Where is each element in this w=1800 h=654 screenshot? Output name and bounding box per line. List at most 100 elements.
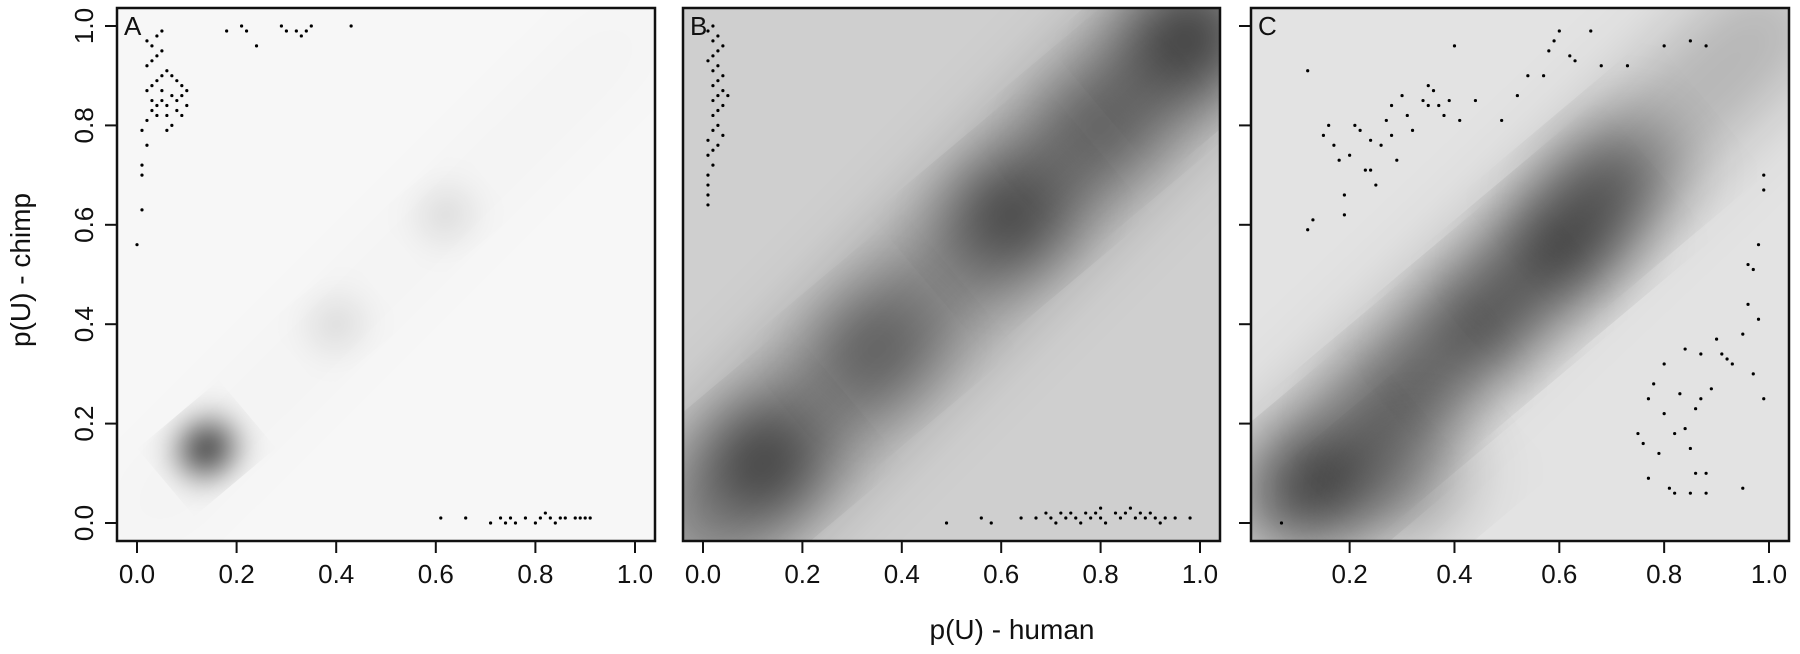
y-tick-label: 0.4 bbox=[69, 306, 99, 342]
data-point bbox=[1636, 431, 1640, 436]
data-point bbox=[1756, 317, 1761, 321]
data-point bbox=[706, 59, 710, 63]
x-tick-label: 0.0 bbox=[685, 559, 721, 589]
data-point bbox=[1625, 64, 1630, 68]
x-axis-label: p(U) - human bbox=[930, 614, 1095, 645]
data-point bbox=[1173, 516, 1177, 520]
data-point bbox=[1089, 516, 1093, 520]
data-point bbox=[706, 203, 710, 207]
data-point bbox=[573, 516, 577, 520]
data-point bbox=[1573, 59, 1577, 63]
data-point bbox=[1069, 511, 1073, 515]
x-tick-label: 0.2 bbox=[1332, 559, 1368, 589]
x-tick-label: 0.0 bbox=[119, 559, 155, 589]
data-point bbox=[1353, 123, 1357, 127]
data-point bbox=[1762, 188, 1766, 192]
data-point bbox=[1311, 218, 1315, 222]
data-point bbox=[1348, 153, 1352, 157]
panel-label: B bbox=[690, 11, 707, 41]
y-tick-label: 0.0 bbox=[69, 505, 99, 541]
data-point bbox=[706, 153, 710, 157]
data-point bbox=[1704, 44, 1708, 48]
data-point bbox=[254, 44, 259, 48]
data-point bbox=[175, 79, 179, 83]
data-point bbox=[1657, 451, 1661, 456]
data-point bbox=[1683, 347, 1687, 351]
x-tick-label: 0.6 bbox=[1541, 559, 1577, 589]
data-point bbox=[716, 143, 720, 147]
x-tick-label: 0.4 bbox=[318, 559, 354, 589]
scatter-points bbox=[706, 24, 1192, 525]
data-point bbox=[1395, 158, 1399, 162]
data-point bbox=[1699, 397, 1703, 401]
data-point bbox=[1342, 213, 1346, 217]
density-hotspot bbox=[712, 414, 814, 513]
data-point bbox=[145, 64, 149, 68]
data-point bbox=[1589, 29, 1593, 33]
data-point bbox=[1358, 128, 1362, 132]
data-point bbox=[1547, 49, 1551, 53]
data-point bbox=[711, 98, 715, 103]
x-tick-label: 0.8 bbox=[1646, 559, 1682, 589]
data-point bbox=[155, 54, 159, 58]
data-point bbox=[711, 24, 715, 28]
data-point bbox=[1515, 93, 1519, 98]
data-point bbox=[170, 123, 174, 127]
density-hotspot bbox=[1050, 76, 1152, 175]
y-tick-label: 1.0 bbox=[69, 8, 99, 44]
data-point bbox=[1662, 362, 1666, 366]
data-point bbox=[165, 113, 169, 118]
density-hotspot bbox=[1345, 345, 1459, 452]
x-tick-label: 0.6 bbox=[983, 559, 1019, 589]
data-point bbox=[155, 79, 159, 83]
data-point bbox=[1741, 332, 1745, 336]
x-tick-label: 1.0 bbox=[1751, 559, 1787, 589]
x-tick-label: 0.8 bbox=[1083, 559, 1119, 589]
density-layer bbox=[1251, 8, 1789, 541]
data-point bbox=[1379, 143, 1383, 147]
x-tick-label: 1.0 bbox=[1182, 559, 1218, 589]
data-point bbox=[1568, 54, 1572, 58]
data-point bbox=[1473, 98, 1478, 103]
data-point bbox=[726, 93, 730, 98]
data-point bbox=[711, 163, 715, 167]
density-hotspot bbox=[1134, 8, 1220, 90]
data-point bbox=[1426, 84, 1430, 88]
data-point bbox=[498, 516, 503, 520]
data-point bbox=[989, 521, 993, 525]
data-point bbox=[1148, 511, 1152, 515]
data-point bbox=[721, 74, 725, 78]
data-point bbox=[1079, 521, 1083, 525]
data-point bbox=[711, 128, 715, 132]
data-point bbox=[160, 49, 164, 53]
data-point bbox=[553, 521, 557, 525]
panel-label: C bbox=[1258, 11, 1277, 41]
data-point bbox=[165, 69, 169, 73]
data-point bbox=[1746, 262, 1750, 267]
data-point bbox=[1751, 372, 1755, 376]
data-point bbox=[1704, 471, 1708, 475]
data-point bbox=[244, 29, 249, 33]
data-point bbox=[1756, 243, 1761, 247]
data-point bbox=[1342, 193, 1346, 197]
density-hotspot bbox=[1555, 131, 1669, 239]
data-point bbox=[160, 74, 164, 78]
data-point bbox=[1442, 113, 1446, 118]
data-point bbox=[1557, 29, 1561, 33]
data-point bbox=[145, 89, 149, 93]
density-hotspot bbox=[960, 165, 1062, 264]
data-point bbox=[1552, 39, 1556, 43]
x-tick-label: 1.0 bbox=[617, 559, 653, 589]
data-point bbox=[711, 54, 715, 58]
data-point bbox=[706, 29, 710, 33]
data-point bbox=[1099, 516, 1103, 520]
density-layer bbox=[683, 8, 1220, 541]
data-point bbox=[563, 516, 567, 520]
density-hotspot bbox=[826, 300, 928, 398]
data-point bbox=[1694, 407, 1698, 411]
data-point bbox=[721, 103, 725, 108]
data-point bbox=[538, 516, 542, 520]
data-point bbox=[1667, 486, 1671, 490]
x-tick-label: 0.6 bbox=[418, 559, 454, 589]
